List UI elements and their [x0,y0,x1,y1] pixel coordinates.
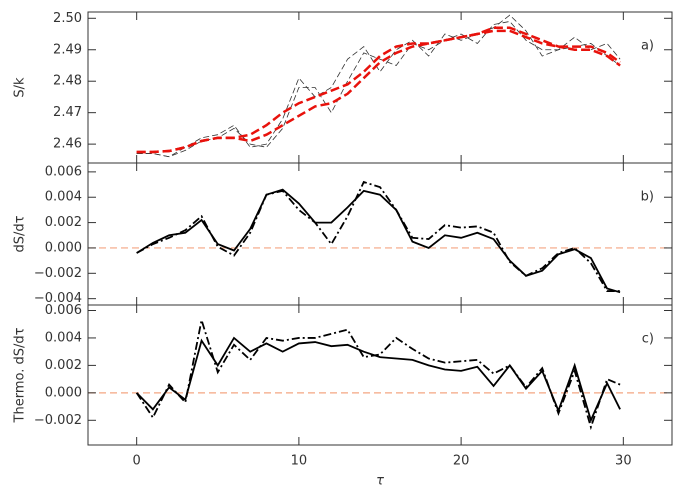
data-line [135,319,621,431]
y-tick-label: 2.49 [53,42,82,57]
y-tick-label: −0.002 [34,413,82,428]
x-tick-label: 0 [133,454,141,469]
y-tick-label: 2.50 [53,11,82,26]
y-tick-label: 2.47 [53,105,82,120]
y-axis-label: S/k [13,77,28,98]
y-axis-label: Thermo. dS/dτ [13,327,28,423]
y-tick-label: 0.006 [45,164,82,179]
y-tick-label: 0.002 [45,215,82,230]
y-tick-label: 2.48 [53,74,82,89]
y-tick-label: 0.000 [45,385,82,400]
panel-frame [87,304,673,446]
y-tick-label: 0.004 [45,190,82,205]
panel-frame [87,11,673,164]
panel-label: c) [642,332,654,347]
y-tick-label: 2.46 [53,137,82,152]
y-tick-label: 0.006 [45,303,82,318]
x-tick-label: 20 [453,454,470,469]
data-line [136,180,621,292]
data-line [136,29,621,154]
x-tick-label: 30 [615,454,632,469]
data-line [136,188,621,294]
y-axis-label: dS/dτ [13,215,28,252]
x-tick-label: 10 [291,454,308,469]
data-line [136,26,621,154]
y-tick-label: 0.004 [45,330,82,345]
panel-label: a) [641,39,654,54]
y-tick-label: −0.002 [34,266,82,281]
y-tick-label: −0.004 [34,291,82,306]
y-tick-label: 0.000 [45,240,82,255]
data-line [136,336,621,423]
x-axis-label: τ [376,474,384,489]
data-line [136,14,621,158]
panel-label: b) [641,190,654,205]
y-tick-label: 0.002 [45,358,82,373]
